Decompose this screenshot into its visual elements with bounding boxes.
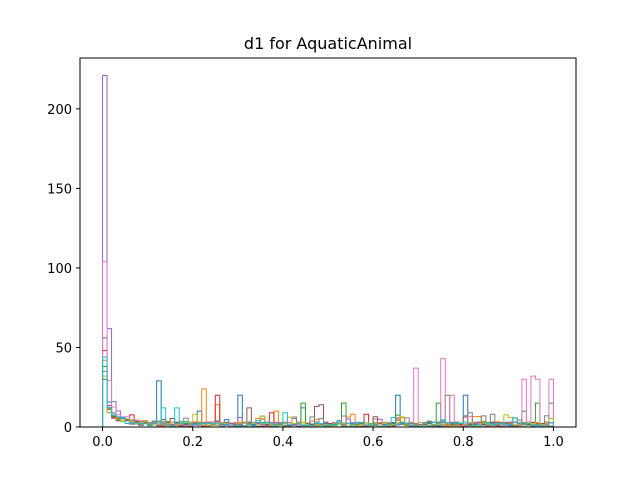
- x-tick-label: 0.2: [182, 435, 203, 450]
- histogram-series-5: [102, 75, 554, 428]
- y-tick-label: 50: [55, 341, 72, 356]
- x-tick-label: 0.6: [363, 435, 384, 450]
- x-tick-label: 0.8: [453, 435, 474, 450]
- axis-layer: 0.0 0.2 0.4 0.6 0.8 1.0 0 50 100 150 200: [47, 57, 577, 450]
- x-tick-label: 0.4: [273, 435, 294, 450]
- series-layer: [102, 75, 554, 428]
- histogram-series-10: [102, 356, 554, 428]
- y-tick-label: 200: [47, 103, 72, 118]
- histogram-series-7: [102, 261, 554, 428]
- histogram-series-1: [102, 337, 554, 428]
- y-tick-label: 100: [47, 262, 72, 277]
- y-tick-label: 150: [47, 182, 72, 197]
- chart-title: d1 for AquaticAnimal: [244, 34, 412, 53]
- x-tick-label: 1.0: [543, 435, 564, 450]
- axes-frame: [79, 57, 577, 428]
- x-tick-label: 0.0: [92, 435, 113, 450]
- y-tick-label: 0: [64, 421, 72, 436]
